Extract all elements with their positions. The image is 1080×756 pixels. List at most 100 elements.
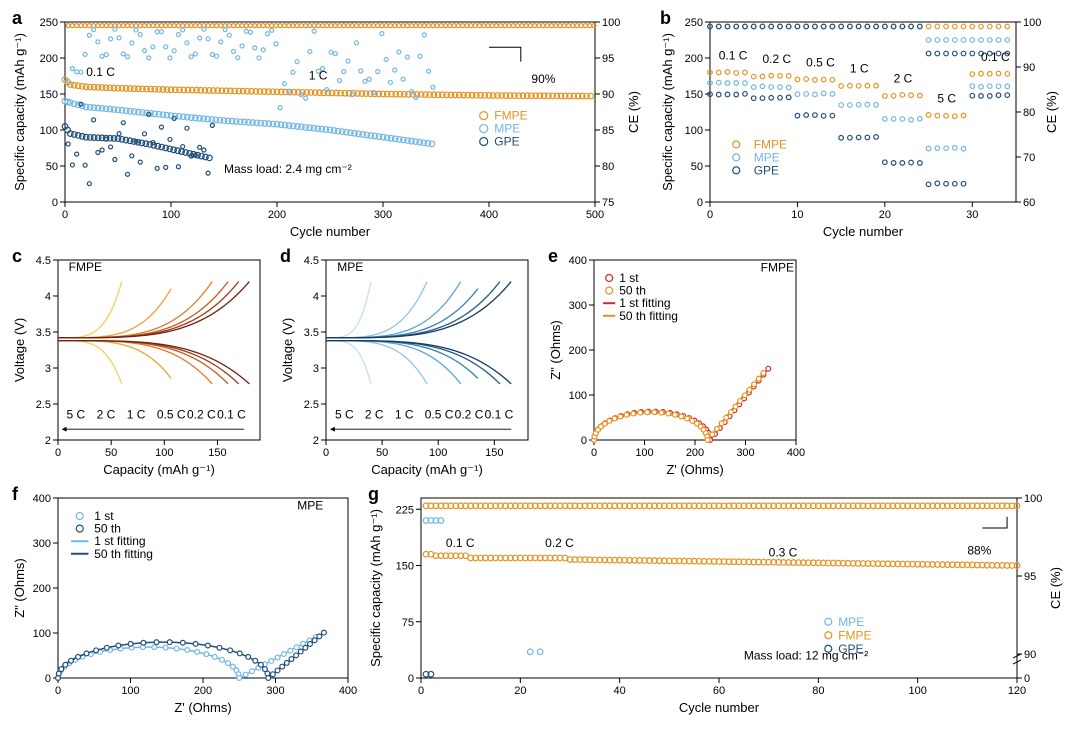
svg-text:2: 2	[313, 435, 319, 447]
svg-text:Z' (Ohms): Z' (Ohms)	[174, 700, 231, 715]
svg-text:50: 50	[105, 447, 117, 459]
chart-e: 01002003004000100200300400Z' (Ohms)Z" (O…	[546, 248, 806, 478]
svg-text:3: 3	[313, 363, 319, 375]
svg-text:4.5: 4.5	[36, 255, 51, 267]
svg-text:40: 40	[614, 685, 626, 697]
chart-c: 05010015022.533.544.5Capacity (mAh g⁻¹)V…	[10, 248, 270, 478]
svg-text:88%: 88%	[967, 543, 991, 557]
svg-text:1 C: 1 C	[127, 407, 146, 421]
svg-text:2 C: 2 C	[894, 71, 913, 85]
svg-text:CE (%): CE (%)	[1048, 567, 1063, 609]
svg-text:Voltage (V): Voltage (V)	[280, 318, 295, 382]
svg-text:0: 0	[1024, 673, 1030, 685]
svg-text:MPE: MPE	[337, 260, 363, 274]
svg-text:200: 200	[194, 685, 212, 697]
svg-text:400: 400	[480, 209, 498, 221]
svg-text:100: 100	[569, 390, 587, 402]
svg-text:20: 20	[879, 209, 891, 221]
svg-text:200: 200	[686, 447, 704, 459]
chart-b: 010203005010015020025060708090100Cycle n…	[658, 10, 1068, 240]
svg-text:0: 0	[418, 685, 424, 697]
svg-text:60: 60	[713, 685, 725, 697]
svg-text:FMPE: FMPE	[838, 628, 871, 642]
svg-text:100: 100	[1024, 493, 1042, 505]
svg-text:2 C: 2 C	[97, 407, 116, 421]
svg-text:300: 300	[266, 685, 284, 697]
svg-text:Cycle number: Cycle number	[679, 700, 760, 715]
svg-text:90: 90	[602, 89, 614, 101]
svg-text:0: 0	[697, 197, 703, 209]
svg-text:400: 400	[33, 493, 51, 505]
svg-text:95: 95	[1024, 571, 1036, 583]
chart-g: 02040608010012007515022509095100Cycle nu…	[366, 486, 1072, 716]
svg-text:Cycle number: Cycle number	[823, 224, 904, 239]
svg-text:100: 100	[685, 125, 703, 137]
svg-text:0: 0	[52, 197, 58, 209]
panel-a: a 01002003004005000501001502002507580859…	[10, 10, 650, 240]
svg-text:400: 400	[569, 255, 587, 267]
svg-text:0.1 C: 0.1 C	[981, 50, 1010, 64]
svg-text:100: 100	[121, 685, 139, 697]
svg-text:75: 75	[402, 617, 414, 629]
svg-text:0: 0	[55, 685, 61, 697]
svg-text:0.1 C: 0.1 C	[719, 48, 748, 62]
panel-label-c: c	[12, 246, 22, 267]
svg-text:20: 20	[514, 685, 526, 697]
panel-e: e 01002003004000100200300400Z' (Ohms)Z" …	[546, 248, 806, 478]
svg-text:150: 150	[485, 447, 503, 459]
panel-label-a: a	[12, 8, 22, 29]
panel-label-d: d	[280, 246, 291, 267]
svg-text:2.5: 2.5	[304, 399, 319, 411]
svg-text:Z" (Ohms): Z" (Ohms)	[548, 320, 563, 380]
svg-text:250: 250	[685, 17, 703, 29]
svg-text:400: 400	[339, 685, 357, 697]
svg-text:50 th fitting: 50 th fitting	[619, 309, 678, 323]
svg-text:0: 0	[581, 435, 587, 447]
svg-text:95: 95	[602, 53, 614, 65]
svg-text:Z" (Ohms): Z" (Ohms)	[12, 558, 27, 618]
svg-text:0: 0	[323, 447, 329, 459]
svg-text:FMPE: FMPE	[69, 260, 102, 274]
svg-text:150: 150	[208, 447, 226, 459]
svg-text:300: 300	[569, 300, 587, 312]
svg-text:200: 200	[569, 345, 587, 357]
panel-g: g 02040608010012007515022509095100Cycle …	[366, 486, 1072, 716]
svg-text:60: 60	[1023, 197, 1035, 209]
svg-text:5 C: 5 C	[335, 407, 354, 421]
svg-text:100: 100	[155, 447, 173, 459]
svg-text:250: 250	[40, 17, 58, 29]
panel-c: c 05010015022.533.544.5Capacity (mAh g⁻¹…	[10, 248, 270, 478]
svg-text:100: 100	[40, 125, 58, 137]
svg-text:GPE: GPE	[494, 135, 519, 149]
svg-text:1 C: 1 C	[395, 407, 414, 421]
svg-text:150: 150	[685, 89, 703, 101]
panel-label-e: e	[548, 246, 558, 267]
svg-text:100: 100	[1023, 17, 1041, 29]
svg-text:0.1 C: 0.1 C	[86, 65, 115, 79]
svg-text:100: 100	[908, 685, 926, 697]
svg-text:100: 100	[635, 447, 653, 459]
svg-text:70: 70	[1023, 152, 1035, 164]
svg-text:10: 10	[791, 209, 803, 221]
svg-text:50 th fitting: 50 th fitting	[94, 547, 153, 561]
svg-text:0.1 C: 0.1 C	[217, 407, 246, 421]
svg-text:0: 0	[45, 673, 51, 685]
svg-text:0: 0	[408, 673, 414, 685]
svg-text:CE (%): CE (%)	[626, 91, 641, 133]
svg-text:90%: 90%	[531, 72, 555, 86]
svg-text:200: 200	[40, 53, 58, 65]
svg-text:0.2 C: 0.2 C	[545, 536, 574, 550]
svg-text:400: 400	[787, 447, 805, 459]
svg-text:30: 30	[966, 209, 978, 221]
panel-label-b: b	[660, 8, 671, 29]
svg-text:200: 200	[268, 209, 286, 221]
svg-text:MPE: MPE	[494, 122, 520, 136]
svg-text:CE (%): CE (%)	[1044, 91, 1059, 133]
svg-text:500: 500	[586, 209, 604, 221]
svg-text:80: 80	[812, 685, 824, 697]
svg-text:225: 225	[396, 504, 414, 516]
svg-text:Voltage (V): Voltage (V)	[12, 318, 27, 382]
svg-text:1 C: 1 C	[309, 69, 328, 83]
svg-text:Specific capacity (mAh g⁻¹): Specific capacity (mAh g⁻¹)	[660, 33, 675, 191]
svg-text:Specific capacity (mAh g⁻¹): Specific capacity (mAh g⁻¹)	[368, 509, 383, 667]
